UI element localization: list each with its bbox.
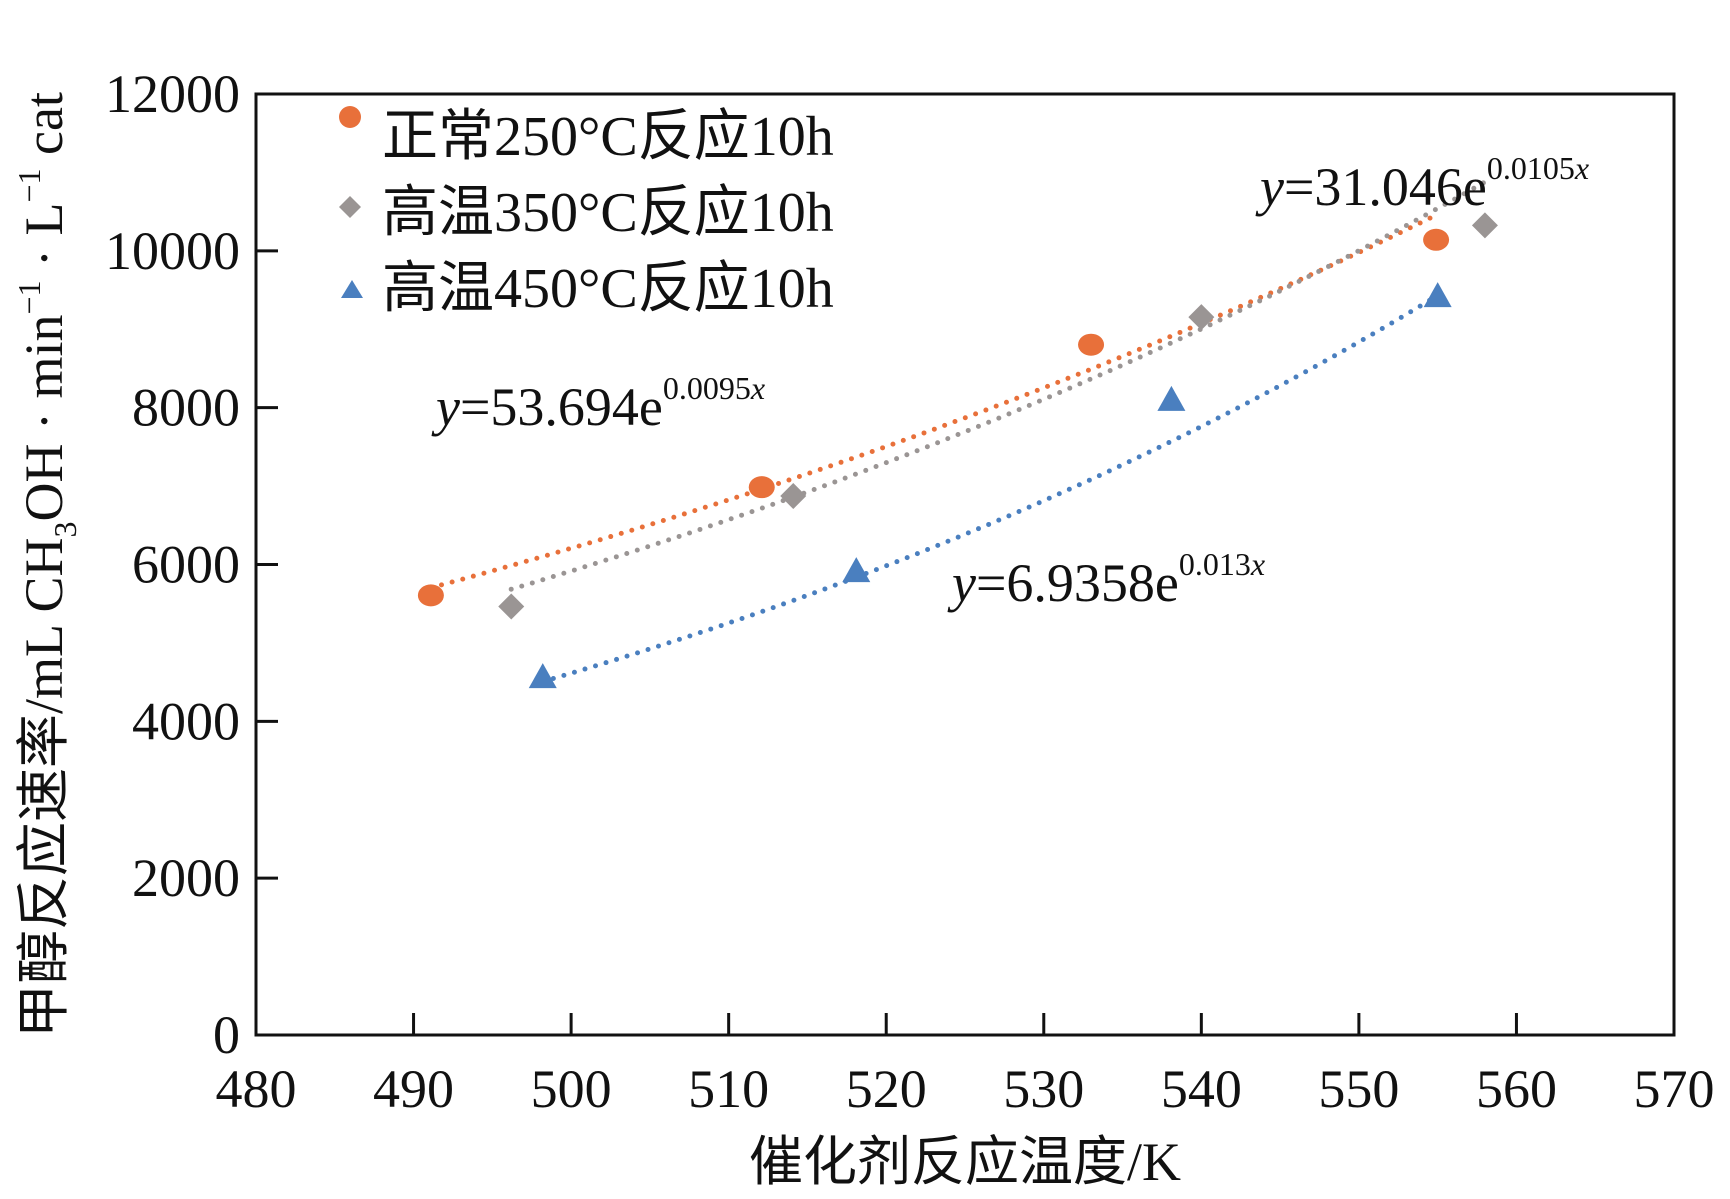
data-point-series-2 <box>498 593 525 620</box>
x-tick-label: 560 <box>1476 1059 1557 1119</box>
data-point-series-2 <box>780 483 807 510</box>
x-tick-label: 490 <box>373 1059 454 1119</box>
x-tick-label: 570 <box>1634 1059 1715 1119</box>
x-tick-label: 510 <box>688 1059 769 1119</box>
legend: 正常250°C反应10h 高温350°C反应10h 高温450°C反应10h <box>339 106 834 320</box>
data-points <box>417 212 1498 689</box>
x-tick-label: 480 <box>216 1059 297 1119</box>
legend-label-3: 高温450°C反应10h <box>382 258 834 320</box>
y-tick-label: 8000 <box>132 378 240 438</box>
x-tick-label: 550 <box>1318 1059 1399 1119</box>
plot-frame <box>254 92 1676 1037</box>
data-point-series-2 <box>1188 304 1215 331</box>
trendline-series-2 <box>508 179 1488 592</box>
data-point-series-1 <box>417 584 444 607</box>
data-point-series-3 <box>1157 385 1186 411</box>
data-point-series-1 <box>748 476 775 499</box>
trend-equation-series-1: y=53.694e0.0095x <box>431 370 765 437</box>
x-axis-title: 催化剂反应温度/K <box>749 1132 1181 1192</box>
data-point-series-1 <box>1078 333 1105 356</box>
data-point-series-1 <box>1423 228 1450 251</box>
legend-marker-triangle <box>341 280 363 298</box>
data-point-series-3 <box>1423 282 1452 308</box>
x-tick-label: 540 <box>1161 1059 1242 1119</box>
y-tick-label: 6000 <box>132 535 240 595</box>
legend-label-1: 正常250°C反应10h <box>382 106 834 168</box>
data-point-series-2 <box>1471 212 1498 239</box>
trendline-series-3 <box>540 293 1441 685</box>
y-axis-title: 甲醇反应速率/mL CH3OH · min−1 · L−1 cat <box>11 92 83 1038</box>
y-tick-label: 2000 <box>132 848 240 908</box>
legend-label-2: 高温350°C反应10h <box>382 182 834 244</box>
y-tick-label: 0 <box>213 1005 240 1065</box>
data-point-series-3 <box>528 663 557 689</box>
y-tick-label: 4000 <box>132 691 240 751</box>
data-point-series-3 <box>842 557 871 583</box>
x-tick-label: 500 <box>531 1059 612 1119</box>
y-tick-label: 10000 <box>105 221 240 281</box>
axis-ticks: 480 490 500 510 520 530 540 550 560 570 0 2000 4000 6… <box>105 64 1715 1119</box>
x-tick-label: 530 <box>1003 1059 1084 1119</box>
legend-marker-circle <box>339 106 361 128</box>
legend-marker-diamond <box>339 196 361 218</box>
y-tick-label: 12000 <box>105 64 240 124</box>
trend-equation-series-3: y=6.9358e0.013x <box>947 546 1265 613</box>
x-tick-label: 520 <box>846 1059 927 1119</box>
trend-equation-series-2: y=31.046e0.0105x <box>1255 150 1589 217</box>
trendlines <box>428 179 1488 685</box>
